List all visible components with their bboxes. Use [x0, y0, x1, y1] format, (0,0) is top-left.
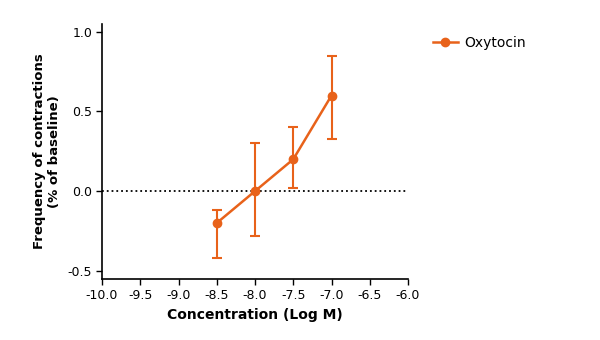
Legend: Oxytocin: Oxytocin: [427, 31, 532, 56]
X-axis label: Concentration (Log M): Concentration (Log M): [167, 308, 343, 322]
Y-axis label: Frequency of contractions
(% of baseline): Frequency of contractions (% of baseline…: [33, 53, 61, 249]
